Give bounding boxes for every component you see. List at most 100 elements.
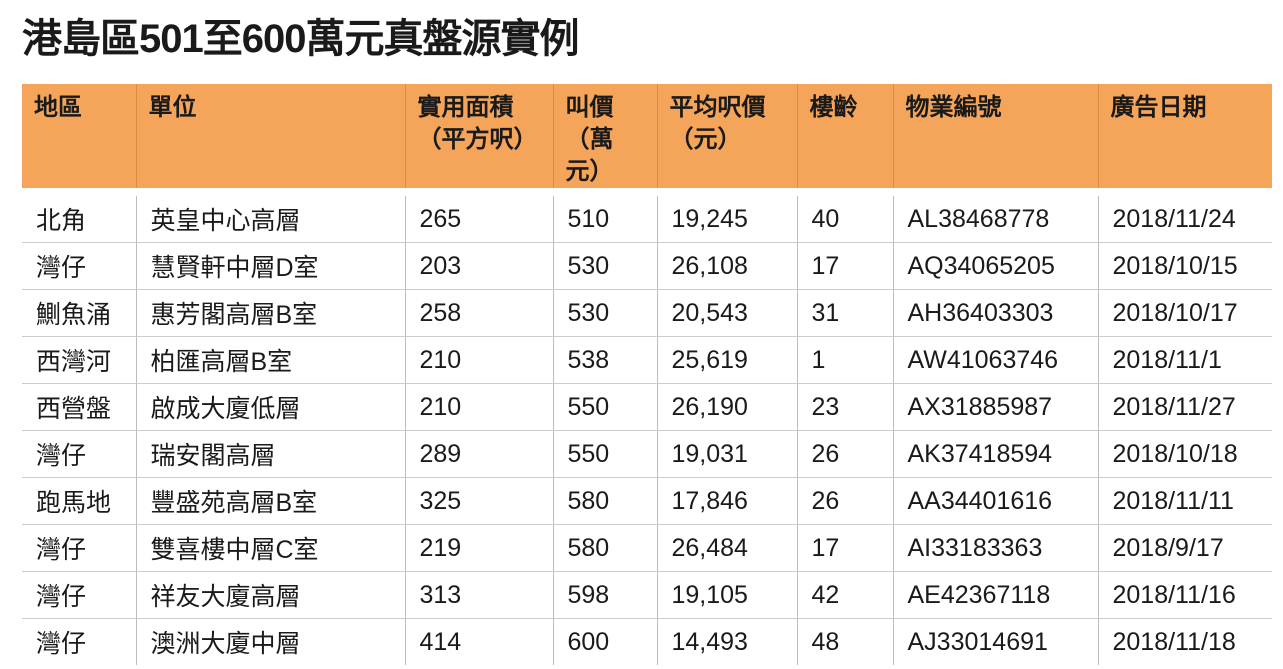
table-cell: 14,493: [657, 618, 798, 665]
table-cell: 鰂魚涌: [22, 289, 137, 337]
table-cell: 北角: [22, 196, 137, 243]
table-cell: AE42367118: [893, 571, 1099, 619]
table-cell: 26: [797, 477, 894, 525]
table-cell: 跑馬地: [22, 477, 137, 525]
table-cell: 西灣河: [22, 336, 137, 384]
header-line: 樓齡: [809, 94, 858, 121]
table-cell: 414: [405, 618, 554, 665]
table-cell: 2018/9/17: [1098, 524, 1272, 572]
table-cell: 2018/11/1: [1098, 336, 1272, 384]
table-cell: 17,846: [657, 477, 798, 525]
table-cell: 26: [797, 430, 894, 478]
header-line: 單位: [148, 94, 197, 121]
table-cell: 灣仔: [22, 618, 137, 665]
table-row: 灣仔 慧賢軒中層D室 203 530 26,108 17 AQ34065205 2018/10…: [22, 242, 1272, 290]
table-cell: 530: [553, 289, 658, 337]
column-header: 物業編號: [893, 84, 1099, 188]
table-cell: 2018/11/24: [1098, 196, 1272, 243]
table-cell: 2018/10/17: [1098, 289, 1272, 337]
table-row: 灣仔 澳洲大廈中層 414 600 14,493 48 AJ33014691 2018/11/…: [22, 618, 1272, 665]
table-cell: 惠芳閣高層B室: [136, 289, 406, 337]
table-cell: 啟成大廈低層: [136, 383, 406, 431]
table-cell: 313: [405, 571, 554, 619]
table-cell: AK37418594: [893, 430, 1099, 478]
table-cell: 19,105: [657, 571, 798, 619]
column-header: 叫價 （萬元）: [553, 84, 658, 188]
table-cell: 1: [797, 336, 894, 384]
table-cell: 2018/10/18: [1098, 430, 1272, 478]
table-body: 北角 英皇中心高層 265 510 19,245 40 AL38468778 2018/11/…: [22, 188, 1272, 665]
table-cell: 灣仔: [22, 242, 137, 290]
table-cell: 600: [553, 618, 658, 665]
table-cell: 325: [405, 477, 554, 525]
table-cell: 2018/11/16: [1098, 571, 1272, 619]
table-cell: AJ33014691: [893, 618, 1099, 665]
column-header: 實用面積 （平方呎）: [405, 84, 554, 188]
table-cell: 265: [405, 196, 554, 243]
table-cell: 210: [405, 383, 554, 431]
table-cell: 550: [553, 383, 658, 431]
table-cell: 510: [553, 196, 658, 243]
column-header: 廣告日期: [1098, 84, 1272, 188]
table-cell: 2018/11/11: [1098, 477, 1272, 525]
column-header: 平均呎價 （元）: [657, 84, 798, 188]
column-header: 單位: [136, 84, 406, 188]
table-cell: AQ34065205: [893, 242, 1099, 290]
table-cell: 17: [797, 524, 894, 572]
table-cell: 210: [405, 336, 554, 384]
table-row: 灣仔 祥友大廈高層 313 598 19,105 42 AE42367118 2018/11/…: [22, 571, 1272, 619]
table-row: 跑馬地 豐盛苑高層B室 325 580 17,846 26 AA34401616 2018/1…: [22, 477, 1272, 525]
table-cell: 祥友大廈高層: [136, 571, 406, 619]
table-cell: 19,031: [657, 430, 798, 478]
spacer-cell: [22, 188, 1272, 196]
table-row: 西灣河 柏匯高層B室 210 538 25,619 1 AW41063746 2018/11/…: [22, 336, 1272, 384]
table-cell: AW41063746: [893, 336, 1099, 384]
table-cell: 26,190: [657, 383, 798, 431]
table-cell: 580: [553, 524, 658, 572]
header-line: （平方呎）: [417, 126, 538, 153]
header-line: 實用面積: [417, 94, 514, 121]
table-cell: 258: [405, 289, 554, 337]
table-cell: 538: [553, 336, 658, 384]
table-cell: 2018/11/18: [1112, 627, 1236, 656]
table-cell: 23: [797, 383, 894, 431]
table-cell: 19,245: [657, 196, 798, 243]
table-cell: 英皇中心高層: [136, 196, 406, 243]
table-cell: 灣仔: [22, 430, 137, 478]
table-cell: 40: [797, 196, 894, 243]
table-cell: 42: [797, 571, 894, 619]
table-cell: 530: [553, 242, 658, 290]
table-cell: 598: [553, 571, 658, 619]
table-cell: 灣仔: [22, 524, 137, 572]
table-cell: AA34401616: [893, 477, 1099, 525]
table-row: 北角 英皇中心高層 265 510 19,245 40 AL38468778 2018/11/…: [22, 196, 1272, 243]
header-line: （元）: [669, 126, 742, 153]
table-cell: 25,619: [657, 336, 798, 384]
table-cell: 2018/10/15: [1098, 242, 1272, 290]
table-cell: 31: [797, 289, 894, 337]
table-cell: 550: [553, 430, 658, 478]
table-cell: AI33183363: [893, 524, 1099, 572]
table-cell: 289: [405, 430, 554, 478]
table-row: 鰂魚涌 惠芳閣高層B室 258 530 20,543 31 AH36403303 2018/1…: [22, 289, 1272, 337]
table-cell: 2018/11/27: [1098, 383, 1272, 431]
header-line: 地區: [34, 94, 82, 121]
table-cell: 26,108: [657, 242, 798, 290]
table-cell: 瑞安閣高層: [136, 430, 406, 478]
table-cell: 豐盛苑高層B室: [136, 477, 406, 525]
header-line: 廣告日期: [1110, 94, 1207, 121]
table-row: 灣仔 瑞安閣高層 289 550 19,031 26 AK37418594 2018/10/1…: [22, 430, 1272, 478]
header-line: （萬元）: [565, 126, 614, 185]
table-cell: 203: [405, 242, 554, 290]
table-cell: 西營盤: [22, 383, 137, 431]
spacer-row: [22, 188, 1272, 196]
table-cell: 慧賢軒中層D室: [136, 242, 406, 290]
table-cell: 灣仔: [22, 571, 137, 619]
header-line: 平均呎價: [669, 94, 766, 121]
header-line: 叫價: [565, 94, 614, 121]
table-cell: 219: [405, 524, 554, 572]
table-cell: AH36403303: [893, 289, 1099, 337]
table-cell: 17: [797, 242, 894, 290]
table-cell: 20,543: [657, 289, 798, 337]
